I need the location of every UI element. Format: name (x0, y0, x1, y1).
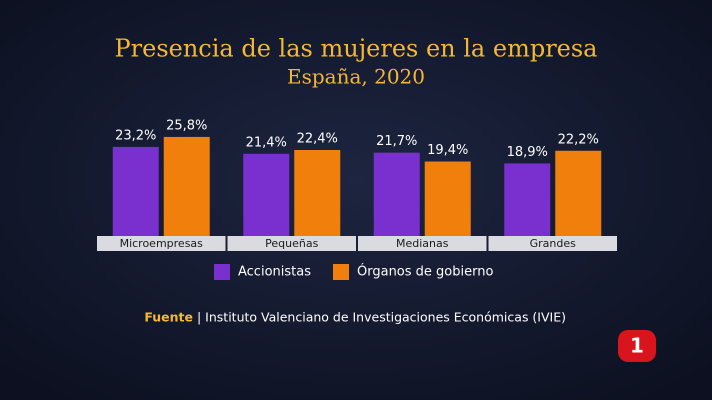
value-label: 19,4% (427, 143, 468, 158)
value-label: 21,4% (246, 135, 287, 150)
value-label: 25,8% (166, 118, 207, 133)
legend-swatch (333, 264, 349, 280)
category-strip (227, 236, 356, 251)
bar (294, 149, 341, 236)
chart-title: Presencia de las mujeres en la empresa (115, 35, 598, 63)
value-label: 21,7% (376, 134, 417, 149)
legend-swatch (214, 264, 230, 280)
value-label: 23,2% (115, 128, 156, 143)
legend-label: Accionistas (238, 265, 311, 280)
value-label: 22,4% (297, 131, 338, 146)
value-label: 18,9% (507, 145, 548, 160)
bar (112, 146, 159, 236)
category-strip (358, 236, 487, 251)
x-tick-label: Microempresas (120, 237, 204, 250)
x-tick-label: Pequeñas (265, 237, 318, 250)
source-text: | Instituto Valenciano de Investigacione… (197, 310, 566, 325)
legend-label: Órganos de gobierno (357, 264, 493, 280)
source-label: Fuente (144, 310, 193, 325)
bar (555, 150, 602, 236)
bar (424, 161, 471, 236)
category-strip (97, 236, 226, 251)
category-strip (488, 236, 617, 251)
logo-badge (618, 330, 656, 362)
x-tick-label: Medianas (396, 237, 449, 250)
x-tick-label: Grandes (530, 237, 577, 250)
bar (504, 163, 551, 236)
value-label: 22,2% (558, 132, 599, 147)
bar (163, 136, 210, 236)
channel-logo: 1 (630, 334, 644, 358)
chart-subtitle: España, 2020 (287, 65, 425, 89)
bar (373, 152, 420, 236)
bar (243, 153, 290, 236)
